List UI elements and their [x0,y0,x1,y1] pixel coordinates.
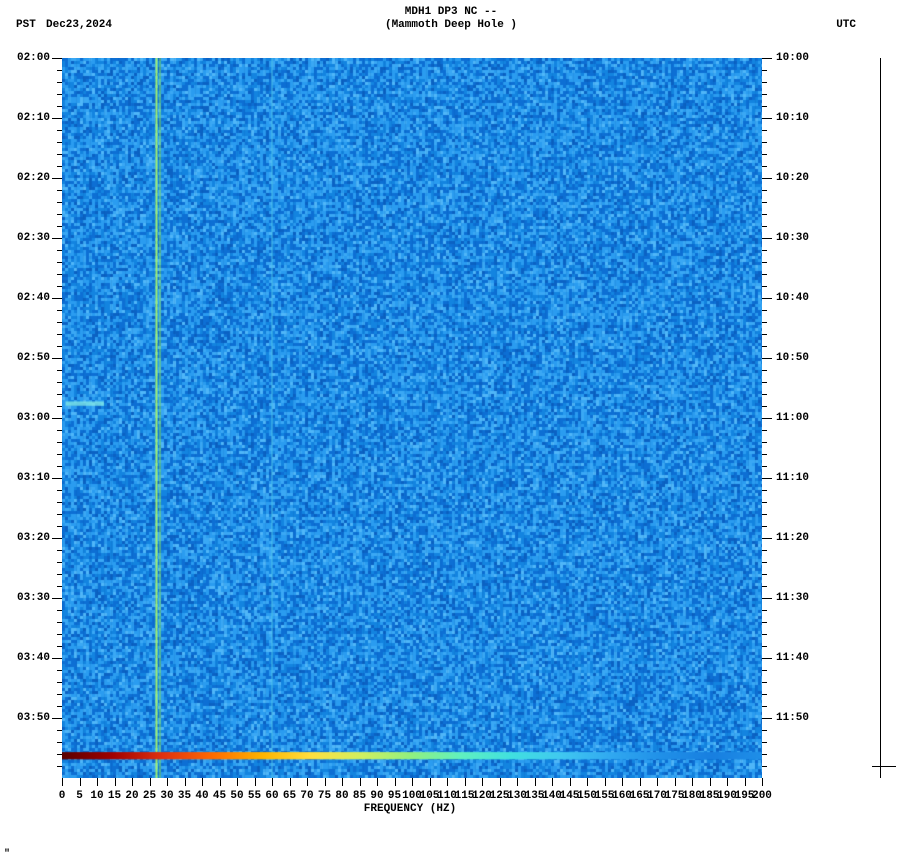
y-axis-left [50,58,62,778]
x-tick-label: 90 [370,790,383,802]
y-left-tick-label: 02:10 [14,113,50,124]
x-tick-label: 85 [353,790,366,802]
x-tick-label: 0 [59,790,66,802]
aux-tick-mark [872,766,896,767]
x-tick-label: 40 [195,790,208,802]
footer-mark: " [4,849,10,860]
x-axis-labels: 0510152025303540455055606570758085909510… [62,790,762,804]
x-tick-label: 35 [178,790,191,802]
y-right-tick-label: 11:20 [776,533,809,544]
x-tick-label: 10 [90,790,103,802]
x-tick-label: 50 [230,790,243,802]
y-left-tick-label: 03:40 [14,653,50,664]
y-right-tick-label: 11:40 [776,653,809,664]
x-tick-label: 20 [125,790,138,802]
y-right-tick-label: 10:20 [776,173,809,184]
x-tick-label: 5 [76,790,83,802]
y-axis-right-labels: 10:0010:1010:2010:3010:4010:5011:0011:10… [776,58,816,778]
y-right-tick-label: 10:40 [776,293,809,304]
y-left-tick-label: 02:40 [14,293,50,304]
spectrogram-plot [62,58,762,778]
chart-header: MDH1 DP3 NC -- (Mammoth Deep Hole ) [0,6,902,32]
y-axis-left-labels: 02:0002:1002:2002:3002:4002:5003:0003:10… [14,58,50,778]
x-tick-label: 95 [388,790,401,802]
x-tick-label: 45 [213,790,226,802]
right-tz-label: UTC [836,19,856,31]
y-right-tick-label: 11:00 [776,413,809,424]
title-line-2: (Mammoth Deep Hole ) [0,19,902,32]
x-tick-label: 55 [248,790,261,802]
x-tick-label: 75 [318,790,331,802]
x-tick-label: 15 [108,790,121,802]
x-axis-title: FREQUENCY (HZ) [0,803,820,815]
y-right-tick-label: 10:00 [776,53,809,64]
y-left-tick-label: 02:30 [14,233,50,244]
y-left-tick-label: 03:10 [14,473,50,484]
y-left-tick-label: 02:50 [14,353,50,364]
x-tick-label: 80 [335,790,348,802]
x-tick-label: 70 [300,790,313,802]
aux-vertical-line [880,58,881,778]
y-left-tick-label: 02:20 [14,173,50,184]
y-axis-right [762,58,774,778]
x-tick-label: 30 [160,790,173,802]
y-right-tick-label: 11:10 [776,473,809,484]
y-right-tick-label: 11:30 [776,593,809,604]
y-left-tick-label: 03:20 [14,533,50,544]
x-tick-label: 25 [143,790,156,802]
y-left-tick-label: 03:00 [14,413,50,424]
y-right-tick-label: 10:10 [776,113,809,124]
title-line-1: MDH1 DP3 NC -- [0,6,902,19]
y-left-tick-label: 03:30 [14,593,50,604]
spectrogram-canvas [62,58,762,778]
left-tz-label: PST [16,19,36,31]
y-right-tick-label: 11:50 [776,713,809,724]
y-right-tick-label: 10:30 [776,233,809,244]
y-right-tick-label: 10:50 [776,353,809,364]
date-label: Dec23,2024 [46,19,112,31]
y-left-tick-label: 02:00 [14,53,50,64]
y-left-tick-label: 03:50 [14,713,50,724]
x-axis [62,778,762,790]
x-tick-label: 65 [283,790,296,802]
x-tick-label: 60 [265,790,278,802]
x-tick-label: 200 [752,790,772,802]
